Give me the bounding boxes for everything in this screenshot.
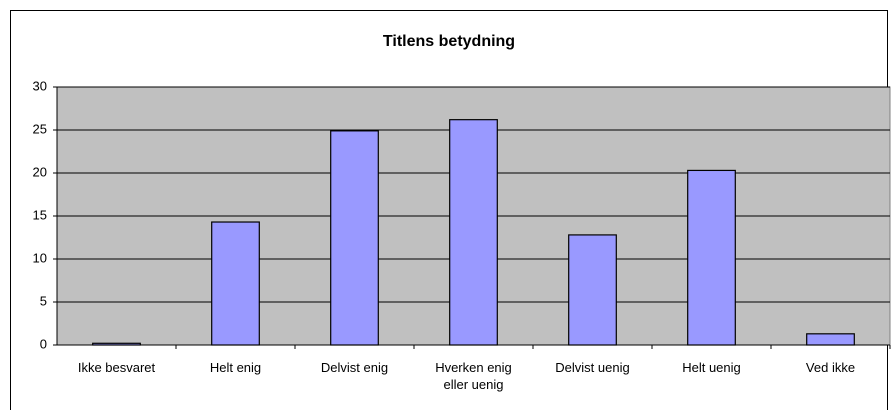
x-tick-label: Ikke besvaret (77, 360, 156, 375)
y-tick-label: 5 (40, 293, 47, 308)
bar (687, 169, 736, 346)
bar (568, 234, 617, 346)
y-tick-label: 30 (33, 78, 47, 93)
x-tick-label: Helt enig (209, 360, 262, 375)
x-tick-label: Delvist uenig (555, 360, 630, 375)
x-tick-label: Helt uenig (682, 360, 741, 375)
y-tick-label: 10 (33, 250, 47, 265)
bar (211, 221, 260, 346)
y-tick-label: 0 (40, 336, 47, 351)
x-tick-label: Ved ikke (805, 360, 856, 375)
x-tick-label: Delvist enig (320, 360, 389, 375)
bar (330, 130, 379, 346)
x-tick-label: Hverken enig eller uenig (435, 360, 512, 392)
bar (806, 333, 855, 346)
y-tick-label: 20 (33, 164, 47, 179)
bar (449, 119, 498, 346)
y-tick-label: 15 (33, 207, 47, 222)
chart-title: Titlens betydning (383, 33, 515, 50)
y-tick-label: 25 (33, 121, 47, 136)
